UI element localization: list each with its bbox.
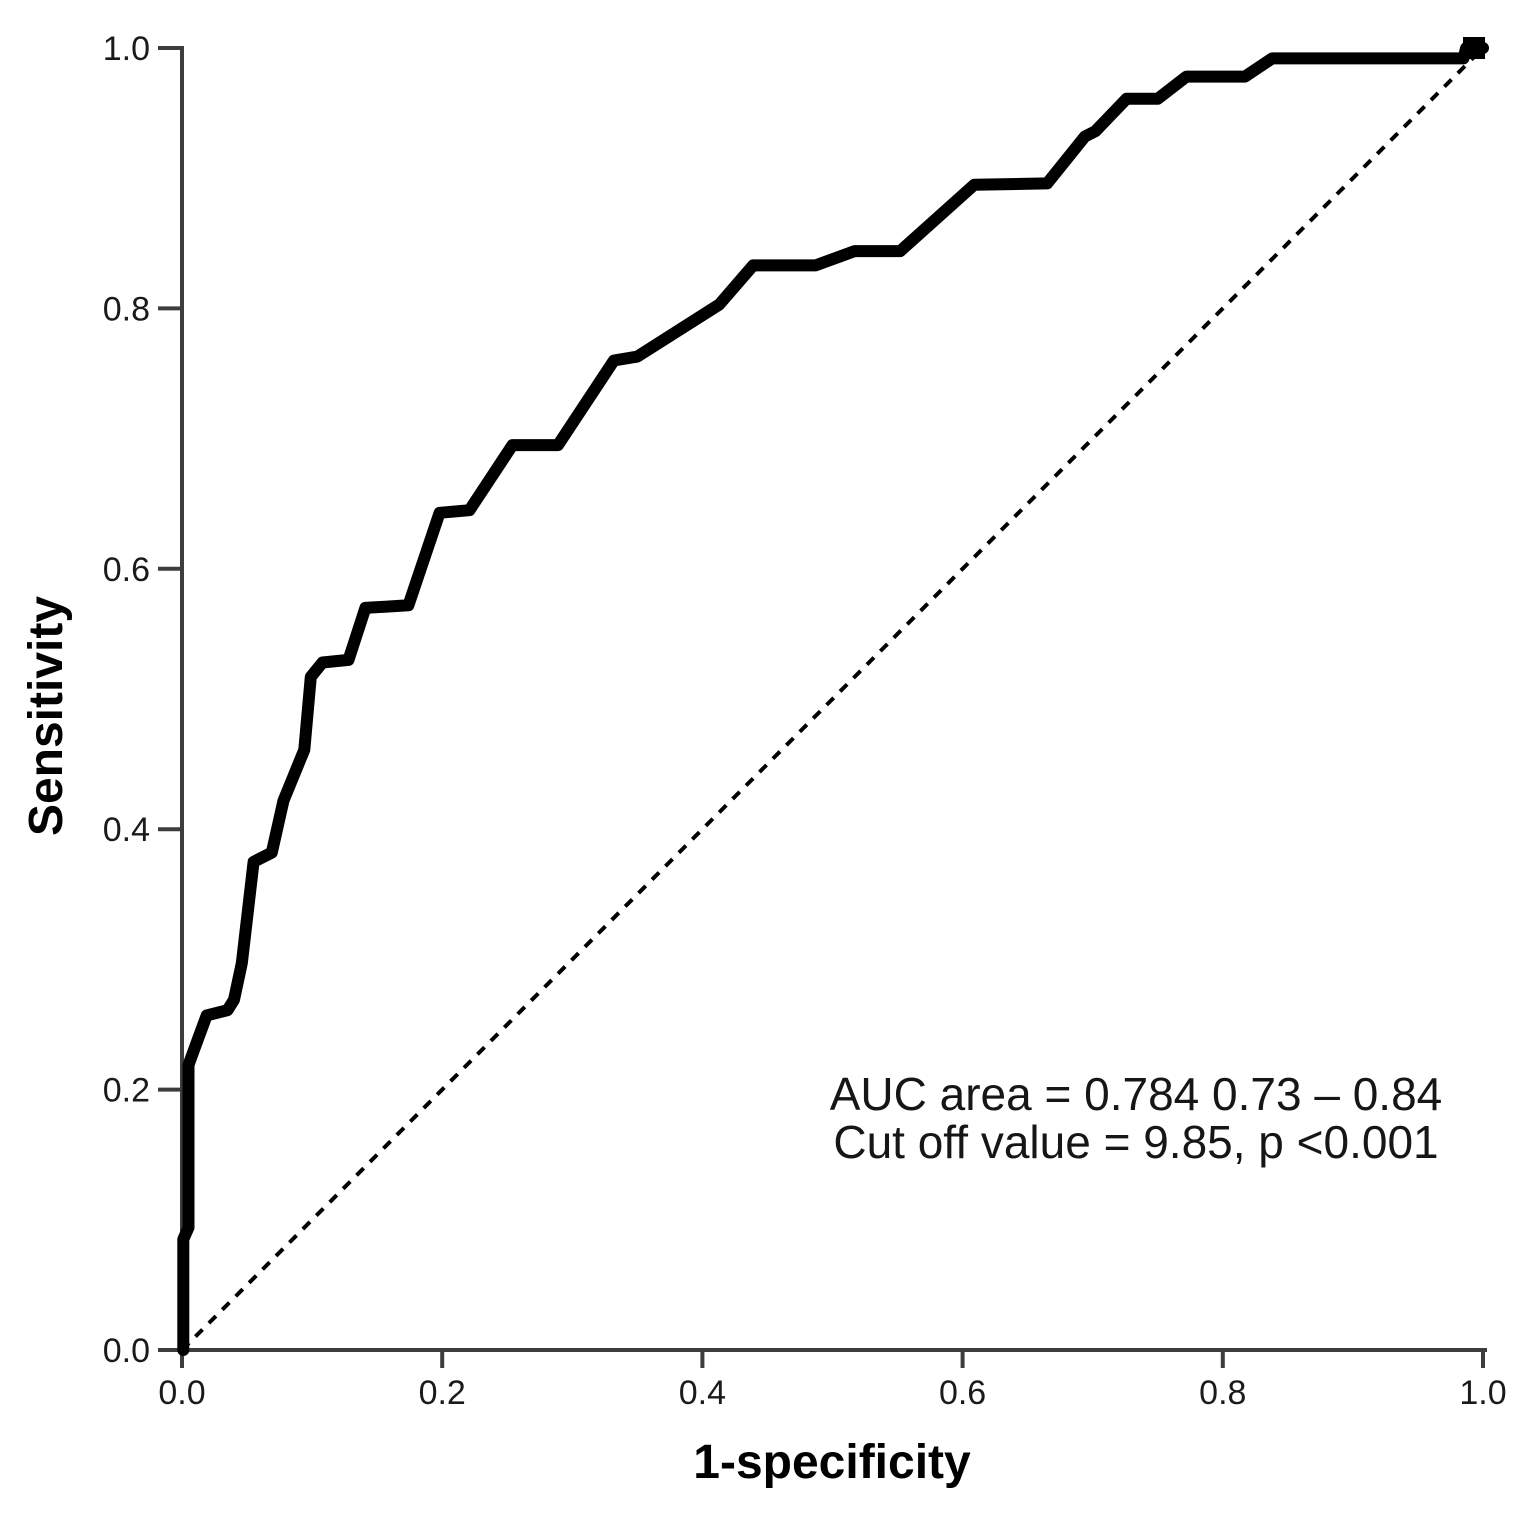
y-tick-label: 0.2 [103, 1072, 150, 1110]
y-axis-title: Sensitivity [20, 596, 73, 836]
x-tick-label: 0.4 [679, 1374, 726, 1412]
roc-endpoint-marker [1463, 37, 1485, 59]
y-tick-label: 0.0 [103, 1332, 150, 1370]
reference-diagonal-line [180, 46, 1485, 1352]
y-tick-label: 1.0 [103, 30, 150, 68]
x-tick-label: 0.2 [419, 1374, 466, 1412]
x-tick-label: 0.0 [158, 1374, 205, 1412]
auc-annotation-line2: Cut off value = 9.85, p <0.001 [833, 1116, 1438, 1168]
roc-curve [177, 42, 1489, 1356]
auc-annotation-line1: AUC area = 0.784 0.73 – 0.84 [830, 1068, 1443, 1120]
x-tick-label: 0.6 [939, 1374, 986, 1412]
x-tick-label: 1.0 [1459, 1374, 1506, 1412]
y-tick-label: 0.4 [103, 811, 150, 849]
x-axis-ticks: 0.0 0.2 0.4 0.6 0.8 1.0 [158, 1350, 1507, 1412]
x-tick-label: 0.8 [1199, 1374, 1246, 1412]
y-tick-label: 0.6 [103, 551, 150, 589]
y-tick-label: 0.8 [103, 290, 150, 328]
y-axis-ticks: 0.0 0.2 0.4 0.6 0.8 1.0 [103, 30, 182, 1370]
x-axis-title: 1-specificity [693, 1436, 971, 1489]
